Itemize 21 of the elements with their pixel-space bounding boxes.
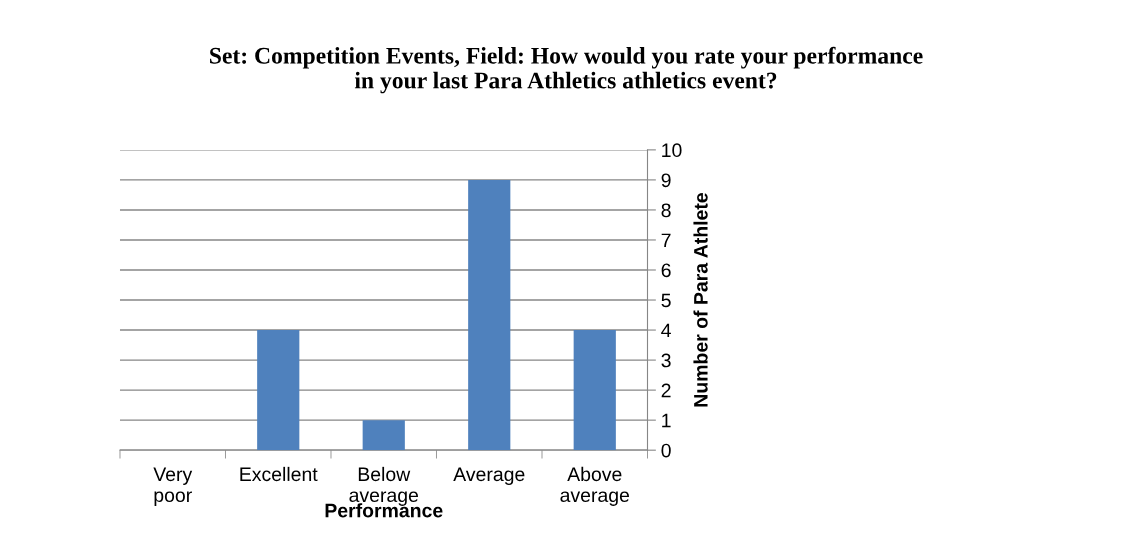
y-tick-label: 8 — [661, 203, 671, 218]
x-tick-label: Above average — [560, 466, 630, 506]
y-tick-label: 4 — [661, 323, 671, 338]
chart-title: Set: Competition Events, Field: How would you rate your performance in your last Para Athletics athletics event? — [210, 46, 923, 94]
y-tick-label: 9 — [661, 173, 671, 188]
y-tick-label: 0 — [661, 443, 671, 458]
y-tick-label: 6 — [661, 263, 671, 278]
y-tick-label: 1 — [662, 413, 671, 428]
x-tick-label: Excellent — [240, 466, 318, 482]
x-tick-label: Very poor — [153, 467, 193, 506]
y-tick-label: 2 — [661, 383, 671, 398]
y-tick-label: 5 — [661, 293, 671, 308]
bar — [257, 330, 300, 451]
y-tick-label: 7 — [661, 233, 671, 248]
y-tick-label: 3 — [661, 353, 671, 368]
x-tick-label: Average — [453, 467, 525, 485]
y-tick-label: 10 — [662, 143, 682, 158]
bar — [362, 420, 405, 451]
bar — [573, 330, 616, 451]
bar — [468, 179, 511, 451]
y-axis-title: Number of Para Athlete — [693, 193, 708, 407]
